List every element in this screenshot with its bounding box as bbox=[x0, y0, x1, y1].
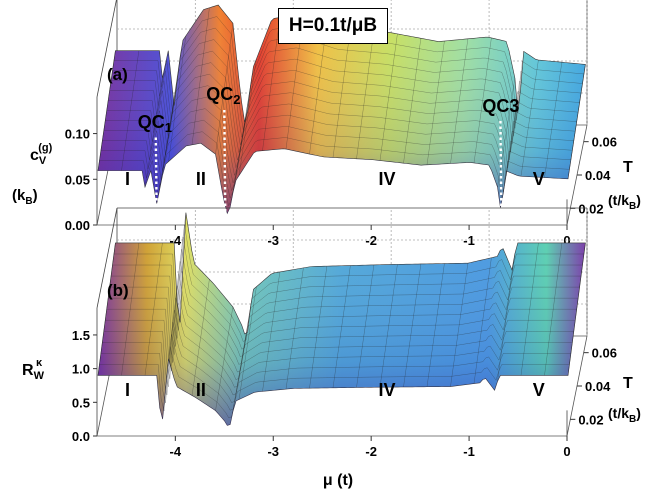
panel-b-t-axis-label: T bbox=[623, 375, 633, 392]
x-tick-label: -1 bbox=[463, 444, 475, 459]
panel-b-label: (b) bbox=[107, 281, 129, 300]
z-tick-label: 1.5 bbox=[72, 328, 90, 343]
x-tick-label: -4 bbox=[170, 444, 182, 459]
panel-b-region-labels: I II IV V bbox=[125, 380, 545, 400]
panel-a-label: (a) bbox=[107, 65, 128, 84]
t-tick-label: 0.06 bbox=[592, 135, 617, 150]
region-label: II bbox=[196, 380, 206, 400]
panel-b-surface-shade bbox=[98, 212, 586, 426]
panel-b-z-axis-label: RWκ bbox=[22, 357, 45, 382]
region-label: I bbox=[125, 169, 130, 189]
x-tick-label: -3 bbox=[267, 233, 279, 248]
region-label: IV bbox=[378, 169, 395, 189]
z-tick-label: 0.5 bbox=[72, 395, 90, 410]
panel-b-mesh bbox=[97, 212, 586, 419]
x-tick-label: 0 bbox=[563, 233, 570, 248]
z-tick-label: 0.10 bbox=[65, 127, 90, 142]
x-tick-label: -2 bbox=[365, 233, 377, 248]
critical-point-label: QC2 bbox=[206, 84, 240, 107]
panel-a-region-labels: I II IV V bbox=[125, 169, 545, 189]
panel-a-critical-lines bbox=[154, 107, 503, 218]
panel-a: -4 -3 -2 -1 00.000.050.100.020.040.06 (a) QC… bbox=[12, 0, 641, 248]
x-tick-label: -3 bbox=[267, 444, 279, 459]
x-tick-label: -1 bbox=[463, 233, 475, 248]
panel-a-z-axis-label: cV(g) bbox=[30, 142, 53, 167]
z-tick-label: 0.05 bbox=[65, 172, 90, 187]
region-label: II bbox=[196, 169, 206, 189]
z-tick-label: 0.0 bbox=[72, 429, 90, 444]
figure-title-text: H=0.1t/μB bbox=[288, 15, 378, 36]
region-label: V bbox=[533, 380, 545, 400]
t-tick-label: 0.02 bbox=[578, 412, 603, 427]
panel-a-t-axis-label: T bbox=[623, 159, 633, 176]
panel-a-mesh bbox=[97, 7, 586, 207]
critical-point-label: QC3 bbox=[482, 96, 519, 116]
x-axis-label: μ (t) bbox=[323, 472, 353, 489]
panel-a-ticks: -4 -3 -2 -1 00.000.050.100.020.040.06 bbox=[65, 127, 617, 248]
z-tick-label: 1.0 bbox=[72, 362, 90, 377]
panel-a-critical-labels: QC1 QC2 QC3 bbox=[138, 84, 520, 135]
t-tick-label: 0.04 bbox=[585, 379, 611, 394]
panel-a-z-axis-unit: (kB) bbox=[12, 187, 38, 207]
figure-title: H=0.1t/μB bbox=[278, 8, 388, 44]
x-tick-label: 0 bbox=[563, 444, 570, 459]
x-tick-label: -2 bbox=[365, 444, 377, 459]
panel-b-ticks: -4 -3 -2 -1 0 0.0 0.5 1.0 1.5 0.02 0.04 0.06 bbox=[72, 328, 617, 459]
region-label: I bbox=[125, 380, 130, 400]
z-tick-label: 0.00 bbox=[65, 218, 90, 233]
region-label: V bbox=[533, 169, 545, 189]
panel-a-t-axis-unit: (t/kB) bbox=[608, 192, 641, 212]
critical-point-label: QC1 bbox=[138, 112, 172, 135]
t-tick-label: 0.04 bbox=[585, 168, 611, 183]
region-label: IV bbox=[378, 380, 395, 400]
panel-b-t-axis-unit: (t/kB) bbox=[608, 405, 641, 425]
t-tick-label: 0.06 bbox=[592, 346, 617, 361]
t-tick-label: 0.02 bbox=[578, 201, 603, 216]
